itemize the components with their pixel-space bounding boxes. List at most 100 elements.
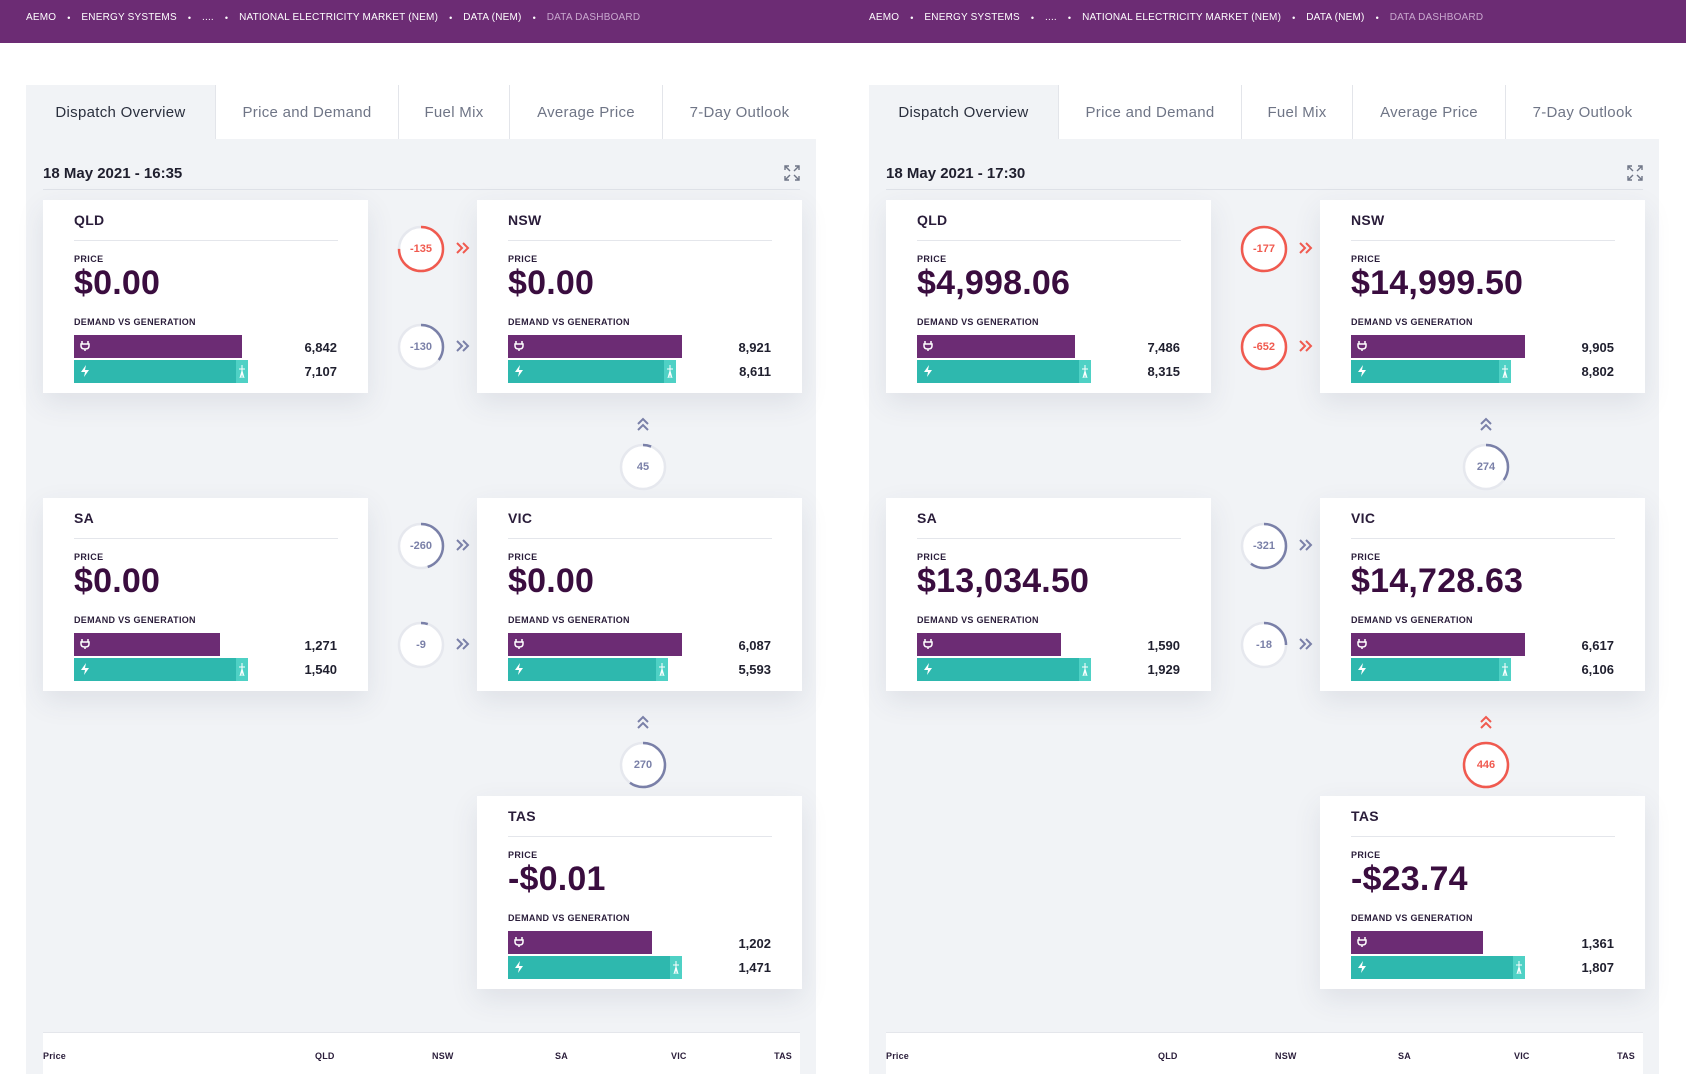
flow-value: -177 [1252,243,1276,255]
table-column-header: QLD [1158,1051,1178,1061]
flow-value: -135 [409,243,433,255]
generation-bar [1351,360,1511,383]
breadcrumb-link[interactable]: .... [1044,12,1057,23]
region-price: $13,034.50 [917,562,1090,600]
plug-icon [514,639,524,649]
tab-average-price[interactable]: Average Price [1353,85,1506,139]
breadcrumb-link[interactable]: DATA (NEM) [1306,12,1365,23]
lightning-icon [81,663,89,675]
region-name: SA [917,510,938,526]
generation-bar-tip [1499,658,1511,681]
divider [1351,538,1615,539]
interconnector-flow-qld-nsw[interactable]: -652 [1239,322,1289,372]
region-card-vic[interactable]: VIC PRICE $14,728.63 DEMAND VS GENERATION 6,… [1320,498,1645,691]
top-navigation-bar: AEMO • ENERGY SYSTEMS •.... • NATIONAL ELECTR… [843,0,1686,43]
flow-gauge-arc [1462,741,1510,789]
interconnector-flow-vic-nsw[interactable]: 45 [618,442,668,492]
interconnector-flow-tas-vic[interactable]: 446 [1461,740,1511,790]
breadcrumb-link[interactable]: NATIONAL ELECTRICITY MARKET (NEM) [1082,12,1282,23]
demand-bar [917,633,1061,656]
demand-value: 6,087 [738,638,771,653]
interconnector-flow-qld-nsw[interactable]: -130 [396,322,446,372]
plug-icon [80,341,90,351]
tab-price-and-demand[interactable]: Price and Demand [216,85,399,139]
flow-gauge-arc [1240,323,1288,371]
price-label: PRICE [74,552,104,562]
demand-bar [1351,931,1483,954]
table-column-header: VIC [671,1051,687,1061]
generation-value: 8,611 [739,364,771,379]
tab-dispatch-overview[interactable]: Dispatch Overview [869,85,1059,139]
transmission-tower-icon [1082,365,1088,378]
expand-icon[interactable] [783,164,801,182]
tab-average-price[interactable]: Average Price [510,85,663,139]
region-card-qld[interactable]: QLD PRICE $0.00 DEMAND VS GENERATION 6,842 7,… [43,200,368,393]
interconnector-flow-qld-nsw[interactable]: -135 [396,224,446,274]
dispatch-overview-content: 18 May 2021 - 16:35 QLD PRICE $0.00 DEMAND V… [26,139,816,1074]
region-card-tas[interactable]: TAS PRICE -$23.74 DEMAND VS GENERATION 1,361… [1320,796,1645,989]
region-name: VIC [1351,510,1376,526]
interconnector-flow-sa-vic[interactable]: -260 [396,521,446,571]
divider [508,240,772,241]
interconnector-flow-qld-nsw[interactable]: -177 [1239,224,1289,274]
generation-bar-tip [236,360,248,383]
region-card-tas[interactable]: TAS PRICE -$0.01 DEMAND VS GENERATION 1,202 1… [477,796,802,989]
region-card-nsw[interactable]: NSW PRICE $14,999.50 DEMAND VS GENERATION 9,… [1320,200,1645,393]
table-column-header: VIC [1514,1051,1530,1061]
interconnector-flow-sa-vic[interactable]: -18 [1239,620,1289,670]
region-card-vic[interactable]: VIC PRICE $0.00 DEMAND VS GENERATION 6,087 5,… [477,498,802,691]
lightning-icon [515,961,523,973]
dispatch-overview-content: 18 May 2021 - 17:30 QLD PRICE $4,998.06 DEMA… [869,139,1659,1074]
flow-gauge-arc [1462,443,1510,491]
expand-icon[interactable] [1626,164,1644,182]
breadcrumb-link[interactable]: DATA (NEM) [463,12,522,23]
breadcrumb-link[interactable]: AEMO [26,12,57,23]
interconnector-flow-vic-nsw[interactable]: 274 [1461,442,1511,492]
breadcrumb-link[interactable]: ENERGY SYSTEMS [81,12,177,23]
tab-fuel-mix[interactable]: Fuel Mix [399,85,510,139]
lightning-icon [515,365,523,377]
breadcrumb: AEMO • ENERGY SYSTEMS •.... • NATIONAL ELECTR… [869,12,1483,23]
generation-bar [74,360,248,383]
region-card-sa[interactable]: SA PRICE $0.00 DEMAND VS GENERATION 1,271 1,5… [43,498,368,691]
interconnector-flow-sa-vic[interactable]: -321 [1239,521,1289,571]
transmission-tower-icon [1516,961,1522,974]
flow-gauge-arc [619,741,667,789]
lightning-icon [1358,663,1366,675]
interconnector-flow-sa-vic[interactable]: -9 [396,620,446,670]
lightning-icon [924,365,932,377]
generation-bar [508,956,682,979]
demand-bar [917,335,1075,358]
breadcrumb-separator-icon: • [532,12,536,23]
tab-7-day-outlook[interactable]: 7-Day Outlook [1532,103,1633,121]
breadcrumb-link[interactable]: NATIONAL ELECTRICITY MARKET (NEM) [239,12,439,23]
table-column-header: QLD [315,1051,335,1061]
lightning-icon [1358,961,1366,973]
price-label: PRICE [74,254,104,264]
breadcrumb-link[interactable]: AEMO [869,12,900,23]
interconnector-flow-tas-vic[interactable]: 270 [618,740,668,790]
chevron-double-right-icon [1299,242,1313,254]
divider [74,538,338,539]
chevron-double-right-icon [456,340,470,352]
price-table-header: Price QLD NSW SA VIC TAS [43,1032,800,1074]
tab-fuel-mix[interactable]: Fuel Mix [1242,85,1353,139]
flow-value: -18 [1256,639,1272,651]
flow-gauge-arc [397,522,445,570]
tab-price-and-demand[interactable]: Price and Demand [1059,85,1242,139]
region-price: -$23.74 [1351,860,1468,898]
breadcrumb-link[interactable]: .... [201,12,214,23]
dashboard-tabs: Dispatch Overview Price and Demand Fuel Mi… [869,85,1659,139]
tab-dispatch-overview[interactable]: Dispatch Overview [26,85,216,139]
region-card-qld[interactable]: QLD PRICE $4,998.06 DEMAND VS GENERATION 7,4… [886,200,1211,393]
tab-7-day-outlook[interactable]: 7-Day Outlook [689,103,790,121]
region-card-sa[interactable]: SA PRICE $13,034.50 DEMAND VS GENERATION 1,5… [886,498,1211,691]
demand-bar [1351,633,1525,656]
divider [508,538,772,539]
divider [508,836,772,837]
generation-bar-tip [236,658,248,681]
region-card-nsw[interactable]: NSW PRICE $0.00 DEMAND VS GENERATION 8,921 8,… [477,200,802,393]
price-label: PRICE [917,552,947,562]
region-price: $0.00 [508,562,595,600]
breadcrumb-link[interactable]: ENERGY SYSTEMS [924,12,1020,23]
